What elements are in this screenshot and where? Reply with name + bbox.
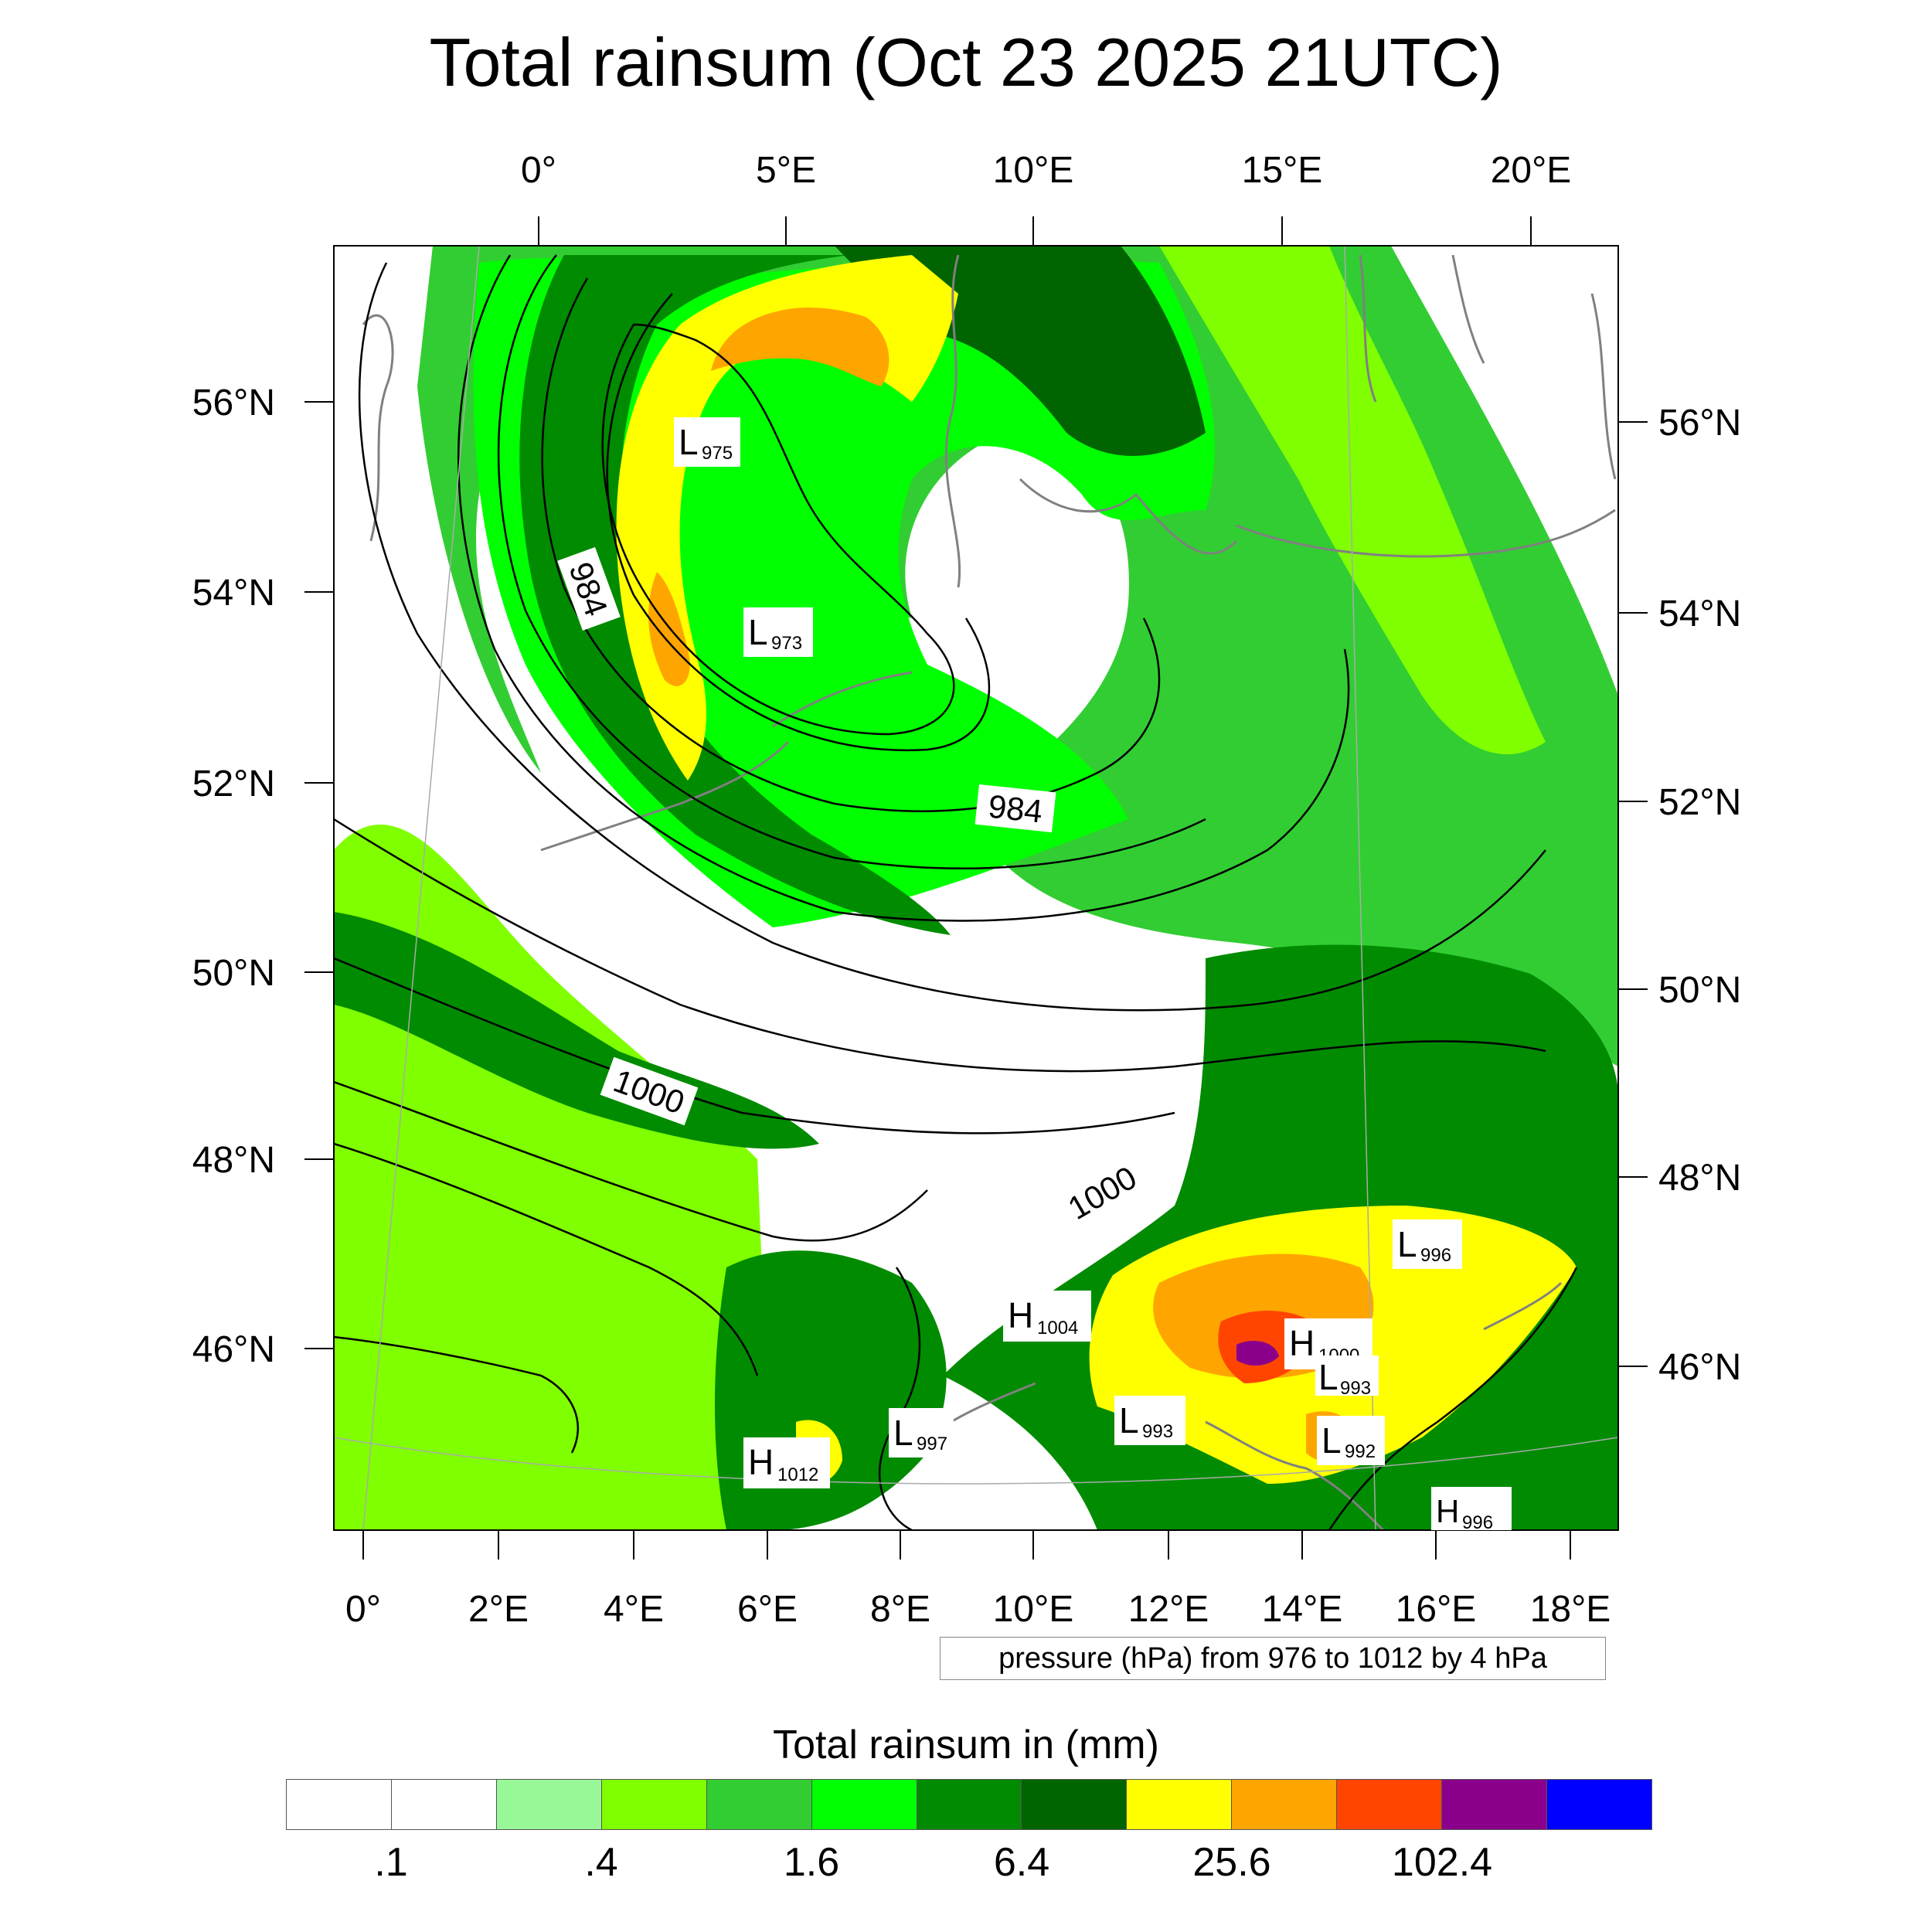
isobars [334, 254, 1578, 1530]
pressure-center-low-992: L 992 [1317, 1416, 1385, 1465]
bottom-lon-label-2e: 2°E [468, 1589, 529, 1630]
right-lat-label-50n: 50°N [1658, 970, 1741, 1011]
bottom-lon-label-6e: 6°E [737, 1589, 798, 1630]
rain-area-west-dark [334, 912, 819, 1149]
pressure-center-high-1004: H 1004 [1003, 1291, 1091, 1342]
rain-field [334, 246, 1618, 1530]
colorbar-label: 1.6 [783, 1840, 840, 1885]
colorbar-swatch [601, 1780, 707, 1829]
pressure-center-low-997: L 997 [889, 1408, 954, 1458]
colorbar-swatch [496, 1780, 602, 1829]
pressure-center-low-973: L 973 [743, 607, 813, 657]
svg-text:L: L [1397, 1224, 1417, 1264]
svg-text:993: 993 [1142, 1421, 1173, 1442]
pressure-center-low-975: L 975 [674, 417, 740, 467]
svg-text:H: H [1289, 1323, 1315, 1363]
rain-band-dark [519, 255, 951, 935]
pressure-center-low-996: L 996 [1393, 1219, 1462, 1269]
svg-text:992: 992 [1345, 1441, 1376, 1462]
bottom-lon-label-4e: 4°E [604, 1589, 664, 1630]
map-title: Total rainsum (Oct 23 2025 21UTC) [429, 24, 1503, 100]
right-lat-label-46n: 46°N [1658, 1347, 1741, 1388]
heavy-rain-southeast-purple [1236, 1341, 1279, 1366]
left-lat-label-54n: 54°N [192, 573, 275, 614]
pressure-center-high-996: H 996 [1431, 1487, 1512, 1533]
top-lon-label-10e: 10°E [993, 150, 1074, 191]
svg-text:996: 996 [1420, 1245, 1451, 1266]
colorbar-swatch [917, 1780, 1022, 1829]
svg-text:H: H [1436, 1493, 1459, 1529]
left-lat-label-56n: 56°N [192, 383, 275, 423]
top-lon-label-5e: 5°E [756, 150, 816, 191]
colorbar-swatch [706, 1780, 812, 1829]
colorbar-swatch [1022, 1780, 1128, 1829]
svg-text:1004: 1004 [1037, 1318, 1078, 1338]
colorbar-swatch [1232, 1780, 1338, 1829]
svg-text:973: 973 [771, 633, 802, 654]
tick-marks [304, 216, 1648, 1560]
colorbar-label: 25.6 [1192, 1840, 1271, 1885]
colorbar-label: .4 [584, 1840, 618, 1885]
colorbar-swatch [1442, 1780, 1548, 1829]
svg-text:997: 997 [917, 1434, 947, 1454]
left-lat-label-46n: 46°N [192, 1329, 275, 1370]
colorbar-swatch [811, 1780, 917, 1829]
pressure-center-low-993-east: L 993 [1315, 1355, 1379, 1399]
left-lat-label-50n: 50°N [192, 953, 275, 994]
isobar-label-984-east: 984 [975, 784, 1056, 833]
colorbar [286, 1779, 1652, 1830]
colorbar-swatch [1547, 1780, 1651, 1829]
bottom-lon-label-16e: 16°E [1396, 1589, 1477, 1630]
svg-text:L: L [1318, 1357, 1338, 1397]
colorbar-labels: .1 .4 1.6 6.4 25.6 102.4 [0, 1839, 1932, 1893]
svg-text:L: L [1321, 1420, 1342, 1461]
svg-text:975: 975 [702, 443, 733, 464]
svg-text:H: H [1008, 1295, 1033, 1335]
right-lat-label-56n: 56°N [1658, 403, 1741, 444]
bottom-lon-label-14e: 14°E [1262, 1589, 1343, 1630]
svg-text:984: 984 [987, 787, 1045, 829]
svg-text:L: L [748, 612, 768, 652]
bottom-lon-label-10e: 10°E [993, 1589, 1074, 1630]
heavy-rain-arc [616, 255, 958, 781]
map-frame [333, 245, 1619, 1531]
top-lon-label-20e: 20°E [1491, 150, 1572, 191]
top-lon-label-0: 0° [521, 150, 556, 191]
bottom-lon-label-0: 0° [345, 1589, 381, 1630]
right-lat-label-52n: 52°N [1658, 782, 1741, 823]
svg-text:996: 996 [1462, 1512, 1493, 1533]
colorbar-swatch [287, 1780, 392, 1829]
bottom-lon-label-12e: 12°E [1128, 1589, 1209, 1630]
colorbar-title: Total rainsum in (mm) [773, 1723, 1159, 1767]
svg-text:993: 993 [1340, 1378, 1371, 1399]
bottom-lon-label-8e: 8°E [870, 1589, 930, 1630]
left-lat-label-48n: 48°N [192, 1140, 275, 1181]
colorbar-label: .1 [374, 1840, 408, 1885]
pressure-center-low-993-west: L 993 [1114, 1396, 1185, 1445]
bottom-lon-label-18e: 18°E [1530, 1589, 1611, 1630]
colorbar-label: 6.4 [993, 1840, 1050, 1885]
svg-text:L: L [893, 1413, 913, 1453]
left-lat-label-52n: 52°N [192, 764, 275, 804]
colorbar-swatch [1337, 1780, 1443, 1829]
pressure-centers: L 975 L 973 L 996 H 1004 H 1000 [674, 417, 1512, 1533]
rain-area-north-east-light [1159, 246, 1546, 755]
graticule [334, 246, 1618, 1530]
colorbar-swatch [391, 1780, 497, 1829]
right-lat-label-54n: 54°N [1658, 594, 1741, 634]
heavy-rain-arc-orange [711, 308, 889, 386]
top-lon-label-15e: 15°E [1242, 150, 1323, 191]
contour-info-note: pressure (hPa) from 976 to 1012 by 4 hPa [940, 1637, 1606, 1680]
svg-text:L: L [1119, 1400, 1139, 1440]
right-lat-label-48n: 48°N [1658, 1158, 1741, 1199]
svg-text:H: H [748, 1442, 774, 1482]
svg-text:1012: 1012 [777, 1464, 818, 1485]
svg-text:L: L [679, 422, 699, 462]
pressure-center-high-1012: H 1012 [743, 1437, 830, 1488]
colorbar-label: 102.4 [1391, 1840, 1493, 1885]
colorbar-swatch [1127, 1780, 1233, 1829]
